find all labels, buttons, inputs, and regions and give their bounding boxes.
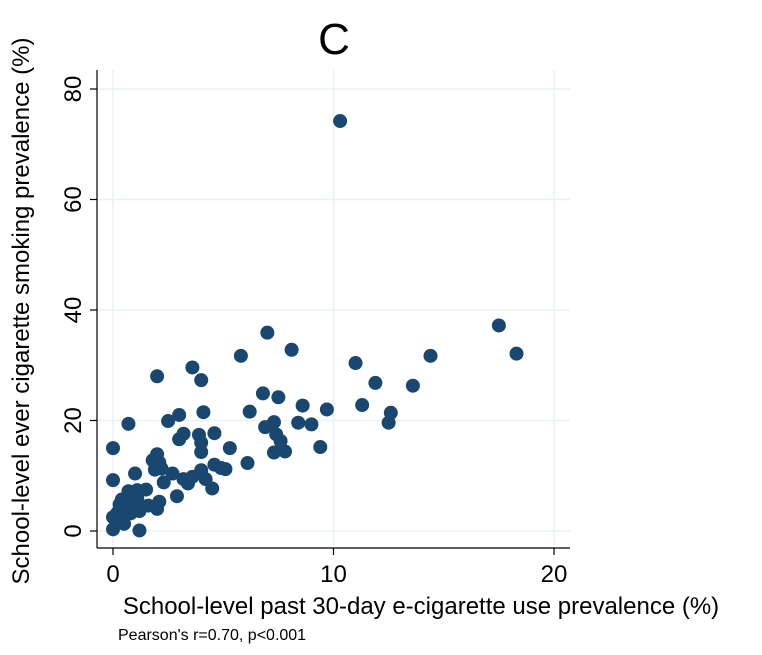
data-point [368, 375, 383, 390]
data-point [271, 390, 286, 405]
data-point [405, 378, 420, 393]
data-point [172, 432, 187, 447]
data-point [106, 473, 120, 488]
x-tick-label: 0 [106, 561, 119, 588]
y-tick-label: 40 [60, 297, 87, 324]
tick-labels: 0 20 40 60 80 0 10 20 [60, 76, 567, 588]
data-point [117, 516, 132, 531]
data-point [194, 444, 209, 459]
data-point [110, 505, 125, 520]
data-point [180, 476, 195, 491]
data-point [165, 466, 180, 481]
x-tick-label: 20 [541, 561, 568, 588]
data-point [222, 441, 237, 456]
data-point [304, 417, 319, 432]
data-point [196, 405, 211, 420]
data-point [319, 402, 334, 417]
correlation-note: Pearson's r=0.70, p<0.001 [118, 627, 306, 644]
data-point [150, 369, 165, 384]
data-point [355, 398, 370, 413]
data-point [123, 506, 138, 521]
data-point [156, 475, 171, 490]
data-point [130, 491, 145, 506]
data-point [509, 346, 524, 361]
data-point [106, 441, 120, 456]
data-point [255, 386, 270, 401]
data-point [242, 404, 257, 419]
data-point [161, 414, 176, 429]
data-point [348, 356, 363, 371]
data-point [258, 420, 273, 435]
y-tick-label: 20 [60, 407, 87, 434]
data-point [269, 427, 284, 442]
y-tick-label: 0 [60, 524, 87, 537]
data-point [194, 373, 209, 388]
data-point [106, 522, 120, 537]
data-point [423, 348, 438, 363]
data-point [147, 462, 162, 477]
data-point [172, 407, 187, 422]
data-point [218, 462, 233, 477]
data-point [277, 444, 292, 459]
data-point [121, 416, 136, 431]
y-tick-label: 60 [60, 186, 87, 213]
y-axis-label: School-level ever cigarette smoking prev… [8, 38, 35, 585]
data-point [240, 456, 255, 471]
data-point [132, 523, 147, 538]
x-axis-label: School-level past 30-day e-cigarette use… [123, 593, 719, 620]
data-point [381, 415, 396, 430]
data-point [205, 481, 220, 496]
y-tick-label: 80 [60, 76, 87, 103]
data-point [491, 318, 506, 333]
data-point [128, 466, 143, 481]
chart-title: C [318, 15, 350, 64]
data-point [333, 114, 348, 129]
data-point [260, 325, 275, 340]
data-point [185, 360, 200, 375]
data-point [291, 415, 306, 430]
data-point [266, 445, 281, 460]
data-point [169, 489, 184, 504]
data-point [295, 398, 310, 413]
data-point [207, 426, 222, 441]
data-point [313, 440, 328, 455]
data-point [284, 342, 299, 357]
data-point [141, 498, 156, 513]
data-points [106, 114, 524, 538]
x-tick-label: 10 [320, 561, 347, 588]
data-point [233, 348, 248, 363]
